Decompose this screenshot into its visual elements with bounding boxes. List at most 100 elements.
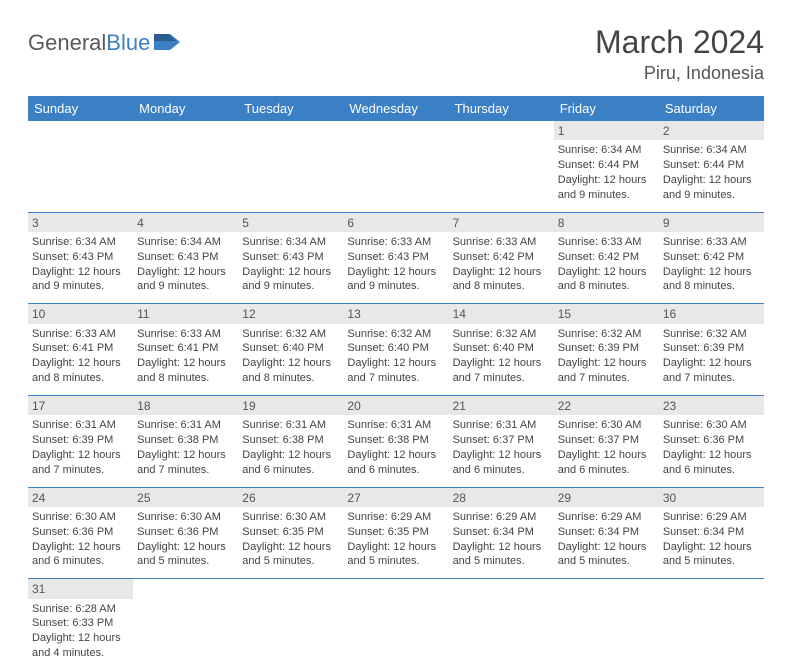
day-cell: Sunrise: 6:29 AMSunset: 6:35 PMDaylight:… xyxy=(343,507,448,579)
sunrise-line: Sunrise: 6:32 AM xyxy=(242,327,339,342)
sunrise-line: Sunrise: 6:33 AM xyxy=(347,235,444,250)
content-row: Sunrise: 6:31 AMSunset: 6:39 PMDaylight:… xyxy=(28,415,764,487)
day2-line: and 6 minutes. xyxy=(242,463,339,478)
day-header: Saturday xyxy=(659,96,764,121)
day-number: 25 xyxy=(133,487,238,507)
day2-line: and 7 minutes. xyxy=(32,463,129,478)
day1-line: Daylight: 12 hours xyxy=(453,540,550,555)
brand-part2: Blue xyxy=(106,30,150,56)
day2-line: and 5 minutes. xyxy=(558,554,655,569)
day-cell xyxy=(343,599,448,671)
day1-line: Daylight: 12 hours xyxy=(347,265,444,280)
day2-line: and 9 minutes. xyxy=(347,279,444,294)
day-cell xyxy=(343,140,448,212)
day-number: 18 xyxy=(133,396,238,416)
day-number: 2 xyxy=(659,121,764,140)
day-cell: Sunrise: 6:34 AMSunset: 6:43 PMDaylight:… xyxy=(28,232,133,304)
day1-line: Daylight: 12 hours xyxy=(663,540,760,555)
day2-line: and 5 minutes. xyxy=(347,554,444,569)
sunset-line: Sunset: 6:39 PM xyxy=(663,341,760,356)
day-number: 20 xyxy=(343,396,448,416)
day1-line: Daylight: 12 hours xyxy=(32,448,129,463)
day-number: 21 xyxy=(449,396,554,416)
day-cell xyxy=(659,599,764,671)
content-row: Sunrise: 6:28 AMSunset: 6:33 PMDaylight:… xyxy=(28,599,764,671)
sunset-line: Sunset: 6:42 PM xyxy=(453,250,550,265)
day1-line: Daylight: 12 hours xyxy=(558,173,655,188)
day-cell: Sunrise: 6:30 AMSunset: 6:37 PMDaylight:… xyxy=(554,415,659,487)
sunrise-line: Sunrise: 6:34 AM xyxy=(663,143,760,158)
day-cell: Sunrise: 6:31 AMSunset: 6:38 PMDaylight:… xyxy=(238,415,343,487)
sunrise-line: Sunrise: 6:29 AM xyxy=(453,510,550,525)
day-cell xyxy=(554,599,659,671)
day-cell: Sunrise: 6:33 AMSunset: 6:41 PMDaylight:… xyxy=(133,324,238,396)
day-cell: Sunrise: 6:30 AMSunset: 6:36 PMDaylight:… xyxy=(28,507,133,579)
sunset-line: Sunset: 6:39 PM xyxy=(32,433,129,448)
day-cell: Sunrise: 6:29 AMSunset: 6:34 PMDaylight:… xyxy=(554,507,659,579)
day-cell: Sunrise: 6:33 AMSunset: 6:43 PMDaylight:… xyxy=(343,232,448,304)
day-cell: Sunrise: 6:33 AMSunset: 6:42 PMDaylight:… xyxy=(554,232,659,304)
day2-line: and 8 minutes. xyxy=(242,371,339,386)
sunrise-line: Sunrise: 6:34 AM xyxy=(242,235,339,250)
day2-line: and 4 minutes. xyxy=(32,646,129,661)
sunset-line: Sunset: 6:41 PM xyxy=(32,341,129,356)
brand-part1: General xyxy=(28,30,106,56)
sunset-line: Sunset: 6:36 PM xyxy=(663,433,760,448)
sunset-line: Sunset: 6:34 PM xyxy=(558,525,655,540)
daynum-row: 31 xyxy=(28,579,764,599)
sunset-line: Sunset: 6:35 PM xyxy=(347,525,444,540)
day2-line: and 9 minutes. xyxy=(242,279,339,294)
day-number: 12 xyxy=(238,304,343,324)
day-header: Thursday xyxy=(449,96,554,121)
content-row: Sunrise: 6:34 AMSunset: 6:44 PM Daylight:… xyxy=(28,140,764,212)
day2-line: and 8 minutes. xyxy=(453,279,550,294)
day1-line: Daylight: 12 hours xyxy=(558,448,655,463)
day-number: 30 xyxy=(659,487,764,507)
sunset-line: Sunset: 6:40 PM xyxy=(453,341,550,356)
day-header-row: Sunday Monday Tuesday Wednesday Thursday… xyxy=(28,96,764,121)
day-number xyxy=(449,579,554,599)
day-cell: Sunrise: 6:31 AMSunset: 6:39 PMDaylight:… xyxy=(28,415,133,487)
sunset-line: Sunset: 6:44 PM xyxy=(663,158,760,173)
day-number: 28 xyxy=(449,487,554,507)
sunset-line: Sunset: 6:43 PM xyxy=(347,250,444,265)
day-number: 24 xyxy=(28,487,133,507)
day-cell: Sunrise: 6:29 AMSunset: 6:34 PMDaylight:… xyxy=(659,507,764,579)
daynum-row: 10111213141516 xyxy=(28,304,764,324)
sunrise-line: Sunrise: 6:33 AM xyxy=(663,235,760,250)
sunset-line: Sunset: 6:41 PM xyxy=(137,341,234,356)
day-number: 15 xyxy=(554,304,659,324)
sunrise-line: Sunrise: 6:32 AM xyxy=(453,327,550,342)
day-number: 17 xyxy=(28,396,133,416)
daynum-row: 17181920212223 xyxy=(28,396,764,416)
day-number: 6 xyxy=(343,212,448,232)
day2-line: and 6 minutes. xyxy=(663,463,760,478)
day-number: 7 xyxy=(449,212,554,232)
day2-line: and 8 minutes. xyxy=(663,279,760,294)
sunrise-line: Sunrise: 6:30 AM xyxy=(32,510,129,525)
brand-logo: GeneralBlue xyxy=(28,30,180,56)
day-cell: Sunrise: 6:32 AMSunset: 6:40 PMDaylight:… xyxy=(343,324,448,396)
header: GeneralBlue March 2024 Piru, Indonesia xyxy=(28,24,764,84)
sunrise-line: Sunrise: 6:33 AM xyxy=(32,327,129,342)
title-block: March 2024 Piru, Indonesia xyxy=(595,24,764,84)
flag-icon xyxy=(154,30,180,56)
day2-line: and 5 minutes. xyxy=(453,554,550,569)
sunset-line: Sunset: 6:43 PM xyxy=(137,250,234,265)
day2-line: and 7 minutes. xyxy=(347,371,444,386)
day-cell xyxy=(449,140,554,212)
day1-line: Daylight: 12 hours xyxy=(347,540,444,555)
sunset-line: Sunset: 6:43 PM xyxy=(32,250,129,265)
day-number xyxy=(659,579,764,599)
day-cell: Sunrise: 6:34 AMSunset: 6:44 PMDaylight:… xyxy=(659,140,764,212)
day-header: Sunday xyxy=(28,96,133,121)
day-number: 23 xyxy=(659,396,764,416)
day1-line: Daylight: 12 hours xyxy=(663,265,760,280)
sunrise-line: Sunrise: 6:29 AM xyxy=(347,510,444,525)
day-cell: Sunrise: 6:34 AMSunset: 6:43 PMDaylight:… xyxy=(133,232,238,304)
day1-line: Daylight: 12 hours xyxy=(137,265,234,280)
sunset-line: Sunset: 6:36 PM xyxy=(137,525,234,540)
day-cell xyxy=(238,599,343,671)
day-header: Monday xyxy=(133,96,238,121)
day-number: 26 xyxy=(238,487,343,507)
